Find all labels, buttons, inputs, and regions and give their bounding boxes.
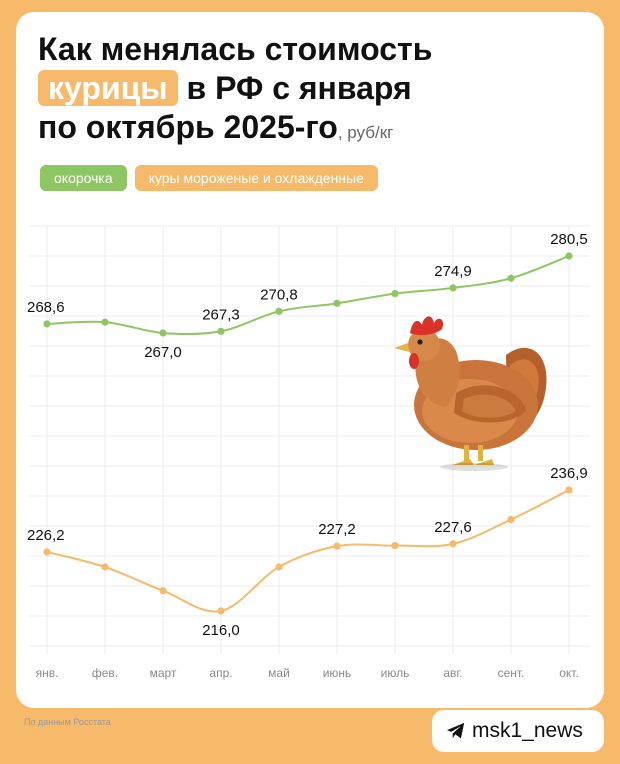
x-tick-label: март bbox=[150, 666, 177, 680]
data-label: 280,5 bbox=[550, 231, 588, 248]
data-point bbox=[217, 327, 225, 335]
data-label: 268,6 bbox=[27, 299, 65, 316]
data-label: 236,9 bbox=[550, 465, 588, 482]
x-tick-label: фев. bbox=[92, 666, 118, 680]
data-point bbox=[449, 284, 457, 292]
data-label: 227,6 bbox=[434, 519, 472, 536]
data-label: 267,3 bbox=[202, 306, 240, 323]
data-point bbox=[391, 541, 399, 550]
title-line-2-rest: в РФ с января bbox=[186, 70, 412, 106]
legend-item-chicken: куры мороженые и охлажденные bbox=[134, 165, 378, 191]
data-point bbox=[449, 540, 457, 548]
data-label: 267,0 bbox=[144, 344, 182, 361]
data-point bbox=[159, 587, 167, 595]
channel-name: msk1_news bbox=[472, 719, 583, 742]
data-point bbox=[507, 274, 515, 282]
chart-card: Как менялась стоимость курицы в РФ с янв… bbox=[16, 12, 604, 708]
chart-title: Как менялась стоимость курицы в РФ с янв… bbox=[38, 30, 598, 152]
x-tick-label: окт. bbox=[559, 666, 579, 680]
source-note: По данным Росстата bbox=[24, 717, 111, 727]
x-axis: янв. фев. март апр. май июнь июль авг. сент. окт. bbox=[36, 666, 579, 680]
data-point bbox=[565, 252, 573, 260]
x-tick-label: авг. bbox=[443, 666, 462, 680]
title-line-1: Как менялась стоимость bbox=[38, 31, 433, 67]
data-label: 227,2 bbox=[318, 521, 356, 538]
x-tick-label: сент. bbox=[498, 666, 525, 680]
data-point bbox=[275, 307, 283, 315]
data-point bbox=[333, 542, 341, 550]
data-point bbox=[43, 548, 51, 556]
title-line-2: курицы в РФ с января bbox=[38, 69, 598, 108]
chart-series: 268,6 267,0 267,3 270,8 274,9 280,5 226,2 216,0… bbox=[27, 231, 588, 639]
telegram-icon bbox=[447, 722, 465, 739]
data-point bbox=[101, 563, 109, 571]
data-point bbox=[391, 290, 399, 298]
x-tick-label: май bbox=[268, 666, 290, 680]
x-tick-label: июнь bbox=[323, 666, 352, 680]
data-label: 216,0 bbox=[202, 622, 240, 639]
data-label: 274,9 bbox=[434, 263, 472, 280]
x-tick-label: июль bbox=[381, 666, 410, 680]
title-unit: , руб/кг bbox=[337, 123, 394, 142]
data-point bbox=[217, 607, 225, 615]
title-highlight: курицы bbox=[38, 70, 178, 106]
data-point bbox=[275, 563, 283, 571]
legend: окорочка куры мороженые и охлажденные bbox=[40, 165, 378, 191]
data-label: 270,8 bbox=[260, 286, 298, 303]
channel-badge[interactable]: msk1_news bbox=[432, 710, 604, 752]
legend-item-thighs: окорочка bbox=[40, 165, 127, 191]
x-tick-label: апр. bbox=[209, 666, 232, 680]
data-point bbox=[159, 329, 167, 337]
series-line-1 bbox=[46, 255, 570, 336]
series-line-2 bbox=[46, 489, 570, 613]
data-point bbox=[101, 318, 109, 326]
data-point bbox=[565, 486, 573, 494]
x-tick-label: янв. bbox=[36, 666, 59, 680]
title-line-3: по октябрь 2025-го, руб/кг bbox=[38, 108, 598, 152]
data-label: 226,2 bbox=[27, 527, 65, 544]
data-point bbox=[43, 320, 51, 328]
title-line-3-text: по октябрь 2025-го bbox=[38, 109, 338, 145]
data-point bbox=[507, 515, 515, 524]
chicken-illustration bbox=[394, 316, 547, 471]
data-point bbox=[333, 299, 341, 307]
